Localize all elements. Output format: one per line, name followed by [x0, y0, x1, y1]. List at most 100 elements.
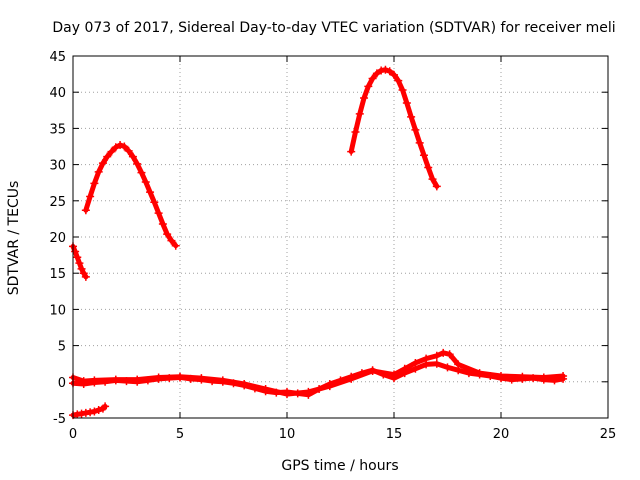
- data-point: [355, 109, 364, 118]
- data-point: [77, 264, 86, 273]
- series-line: [70, 350, 566, 397]
- data-point: [381, 65, 390, 74]
- data-point: [424, 163, 433, 172]
- chart-title: Day 073 of 2017, Sidereal Day-to-day VTE…: [52, 20, 615, 36]
- data-point: [158, 219, 167, 228]
- x-tick-label: 10: [279, 427, 296, 442]
- data-point: [559, 372, 568, 381]
- data-point: [86, 192, 95, 201]
- data-point: [107, 147, 116, 156]
- data-point: [368, 366, 377, 375]
- data-point: [411, 125, 420, 134]
- data-point: [103, 152, 112, 161]
- x-axis-title: GPS time / hours: [281, 458, 398, 474]
- data-point: [402, 99, 411, 108]
- data-point: [347, 374, 356, 383]
- data-point: [261, 385, 270, 394]
- gridlines: [73, 56, 608, 418]
- data-point: [428, 175, 437, 184]
- data-point: [347, 147, 356, 156]
- series-line: [83, 142, 179, 249]
- data-point: [325, 382, 334, 391]
- y-tick-label: 0: [58, 376, 66, 391]
- data-point: [372, 69, 381, 78]
- data-point: [94, 167, 103, 176]
- data-point: [133, 159, 142, 168]
- data-point: [154, 373, 163, 382]
- data-point: [133, 375, 142, 384]
- data-point: [283, 390, 291, 399]
- data-point: [79, 377, 88, 386]
- data-point: [154, 209, 163, 218]
- data-point: [539, 373, 548, 382]
- data-point: [385, 67, 394, 76]
- data-point: [137, 168, 146, 177]
- data-point: [439, 348, 448, 357]
- data-point: [432, 182, 441, 191]
- data-point: [407, 112, 416, 121]
- data-point: [497, 372, 505, 381]
- data-point: [419, 151, 428, 160]
- data-point: [197, 374, 206, 383]
- data-point: [432, 359, 441, 368]
- series-arc-3-peak-43: [347, 65, 441, 191]
- data-point: [368, 74, 377, 83]
- data-point: [475, 369, 484, 378]
- data-point: [167, 236, 176, 245]
- series-arc-1-short-high: [69, 242, 90, 281]
- data-point: [111, 375, 120, 384]
- data-series: [69, 65, 568, 420]
- series-arc-2-peak-33: [81, 141, 180, 250]
- data-point: [94, 406, 103, 415]
- data-point: [101, 402, 110, 411]
- y-tick-label: 10: [49, 303, 66, 318]
- data-point: [411, 358, 420, 367]
- data-point: [73, 253, 82, 262]
- data-point: [351, 128, 360, 137]
- data-point: [90, 376, 99, 385]
- y-tick-label: 45: [49, 50, 66, 65]
- data-point: [81, 206, 90, 215]
- series-arc-4-negative: [69, 402, 110, 420]
- data-point: [240, 379, 249, 388]
- data-point: [415, 138, 424, 147]
- y-tick-label: -5: [53, 412, 66, 427]
- series-near-zero-b: [69, 348, 568, 399]
- data-point: [90, 179, 99, 188]
- data-point: [141, 177, 150, 186]
- data-point: [304, 387, 313, 396]
- data-point: [390, 370, 398, 379]
- data-point: [422, 354, 431, 363]
- data-point: [116, 141, 125, 150]
- data-point: [71, 247, 80, 256]
- data-point: [163, 230, 172, 239]
- data-point: [81, 272, 90, 281]
- y-tick-label: 35: [49, 122, 66, 137]
- data-point: [150, 198, 159, 207]
- data-point: [443, 363, 452, 372]
- data-point: [128, 152, 137, 161]
- data-point: [75, 259, 84, 268]
- y-axis-title: SDTVAR / TECUs: [6, 181, 22, 296]
- data-point: [390, 70, 398, 79]
- data-point: [445, 350, 454, 359]
- data-point: [454, 360, 463, 369]
- data-point: [146, 188, 155, 197]
- x-tick-label: 5: [176, 427, 184, 442]
- y-tick-label: 25: [49, 195, 66, 210]
- data-point: [218, 376, 227, 385]
- x-tick-label: 0: [69, 427, 77, 442]
- y-tick-label: 30: [49, 159, 66, 174]
- plot-frame: [72, 55, 609, 419]
- y-tick-label: 20: [49, 231, 66, 246]
- data-point: [364, 82, 373, 91]
- y-tick-label: 40: [49, 86, 66, 101]
- data-point: [518, 372, 527, 381]
- data-point: [171, 241, 180, 250]
- data-point: [394, 76, 403, 85]
- y-tick-label: 15: [49, 267, 66, 282]
- data-point: [400, 364, 409, 373]
- y-tick-label: 5: [58, 340, 66, 355]
